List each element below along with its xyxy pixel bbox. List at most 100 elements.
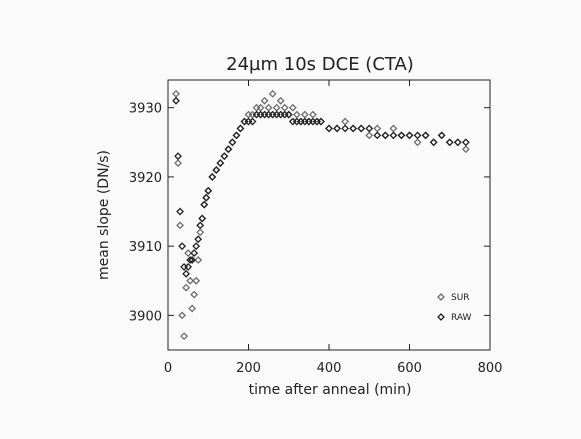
data-point	[308, 110, 317, 119]
data-point	[304, 117, 313, 126]
data-point	[429, 138, 438, 147]
data-point	[365, 124, 374, 133]
data-point	[176, 221, 184, 230]
data-point	[349, 124, 358, 133]
data-point	[300, 110, 309, 119]
data-point	[272, 110, 281, 119]
data-point	[176, 207, 184, 216]
data-point	[381, 131, 390, 140]
y-axis-label: mean slope (DN/s)	[96, 150, 112, 280]
data-point	[220, 152, 229, 161]
legend-marker	[437, 293, 445, 301]
data-point	[200, 200, 209, 209]
data-point	[188, 304, 197, 313]
y-tick-label: 3900	[129, 309, 162, 324]
data-point	[292, 117, 301, 126]
plot-frame	[167, 79, 491, 351]
data-point	[236, 124, 245, 133]
data-point	[313, 117, 321, 126]
data-point	[192, 242, 201, 251]
data-point	[300, 117, 309, 126]
data-point	[178, 311, 187, 320]
data-point	[437, 131, 446, 140]
x-tick-label: 0	[164, 361, 172, 376]
data-point	[260, 110, 269, 119]
series-sur	[172, 89, 470, 341]
data-point	[276, 96, 285, 105]
data-point	[252, 103, 261, 112]
data-point	[180, 263, 189, 271]
data-point	[172, 96, 180, 105]
data-point	[288, 117, 297, 126]
data-point	[461, 138, 470, 147]
data-point	[198, 214, 207, 223]
data-point	[292, 110, 301, 119]
data-point	[202, 193, 211, 202]
data-point	[341, 124, 350, 133]
data-point	[178, 242, 187, 251]
data-point	[232, 131, 241, 140]
data-point	[413, 131, 422, 140]
data-point	[186, 256, 195, 264]
data-point	[184, 263, 193, 271]
data-point	[252, 110, 261, 119]
data-point	[284, 110, 293, 119]
data-point	[188, 256, 197, 264]
data-point	[421, 131, 430, 140]
data-point	[373, 131, 382, 140]
data-point	[453, 138, 462, 147]
data-point	[276, 110, 285, 119]
y-tick-label: 3930	[129, 102, 162, 117]
legend-label: RAW	[451, 313, 472, 323]
data-point	[357, 124, 366, 133]
data-point	[264, 110, 273, 119]
data-point	[172, 89, 180, 98]
data-point	[256, 110, 265, 119]
data-point	[228, 138, 237, 147]
data-point	[405, 131, 414, 140]
data-point	[208, 173, 217, 181]
data-point	[288, 103, 297, 112]
data-point	[190, 249, 199, 257]
data-point	[174, 152, 182, 161]
data-point	[224, 145, 233, 154]
data-point	[272, 103, 281, 112]
data-point	[182, 269, 191, 278]
plot-area	[167, 79, 491, 351]
x-tick-label: 600	[397, 361, 422, 376]
data-point	[216, 159, 225, 167]
data-point	[190, 290, 199, 299]
data-point	[186, 276, 195, 285]
data-point	[389, 124, 398, 133]
data-point	[180, 332, 189, 341]
data-point	[365, 131, 374, 140]
data-point	[308, 117, 317, 126]
data-point	[174, 159, 182, 167]
data-point	[256, 103, 265, 112]
data-point	[389, 131, 398, 140]
data-point	[268, 110, 277, 119]
chart-title: 24µm 10s DCE (CTA)	[226, 54, 414, 75]
data-points	[172, 89, 470, 341]
data-point	[341, 117, 350, 126]
y-tick-label: 3910	[129, 240, 162, 255]
data-point	[196, 228, 205, 237]
data-point	[280, 103, 289, 112]
legend-marker	[437, 313, 445, 321]
data-point	[212, 166, 221, 174]
legend-label: SUR	[451, 293, 470, 303]
data-point	[333, 124, 341, 133]
legend: SUR RAW	[437, 293, 472, 323]
x-tick-label: 800	[478, 361, 503, 376]
data-point	[244, 110, 253, 119]
data-point	[268, 89, 277, 98]
x-tick-label: 200	[236, 361, 261, 376]
data-point	[204, 186, 213, 195]
data-point	[413, 138, 422, 147]
data-point	[194, 235, 203, 244]
data-point	[445, 138, 454, 147]
data-point	[397, 131, 406, 140]
data-point	[240, 117, 249, 126]
data-point	[182, 283, 191, 292]
